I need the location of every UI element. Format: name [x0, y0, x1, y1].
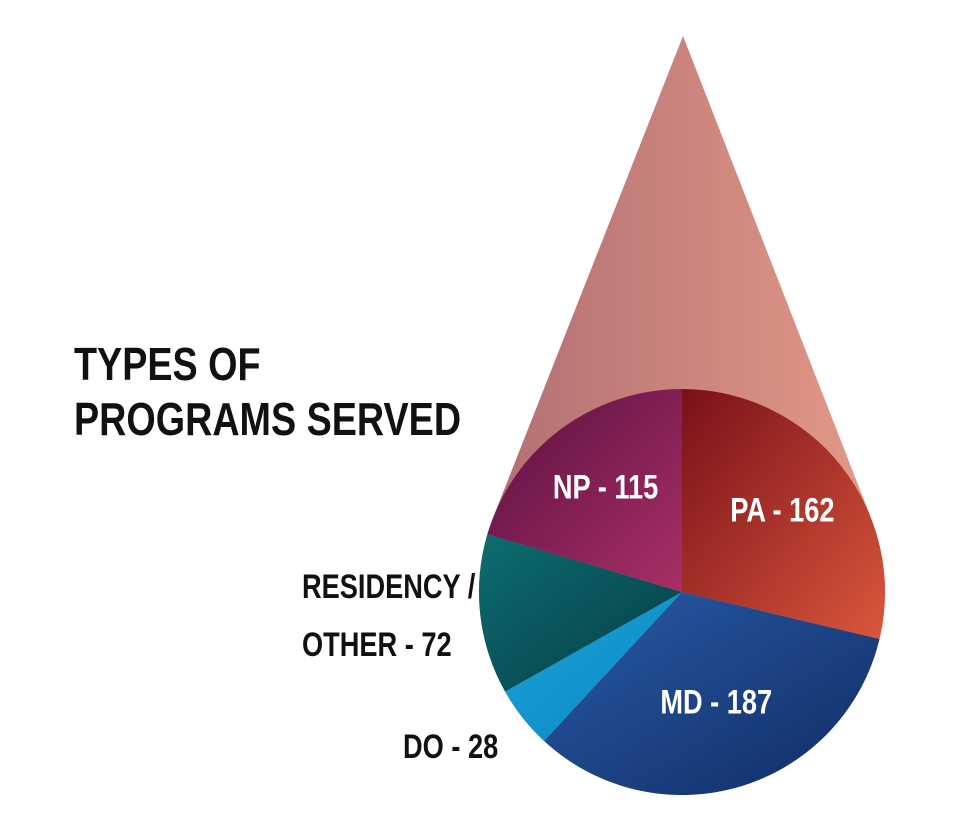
- slice-label-np: NP - 115: [553, 468, 658, 507]
- inside-label-layer: PA - 162 MD - 187 NP - 115: [553, 468, 835, 722]
- chart-title-line-2: PROGRAMS SERVED: [74, 393, 462, 445]
- pie-slice-pa: [682, 389, 885, 640]
- slice-label-md: MD - 187: [660, 683, 772, 722]
- pie-slice-residency-other: [478, 534, 682, 692]
- slice-label-residency-line-1: RESIDENCY /: [302, 568, 476, 606]
- slice-label-pa: PA - 162: [730, 491, 834, 530]
- pie-slice-np: [487, 389, 682, 592]
- pie-slice-do: [505, 592, 682, 742]
- slice-label-residency-line-2: OTHER - 72: [302, 626, 452, 664]
- chart-title-line-1: TYPES OF: [74, 338, 261, 390]
- pie-slice-md: [544, 592, 880, 795]
- slice-layer: [478, 389, 885, 795]
- slice-label-do: DO - 28: [403, 728, 499, 766]
